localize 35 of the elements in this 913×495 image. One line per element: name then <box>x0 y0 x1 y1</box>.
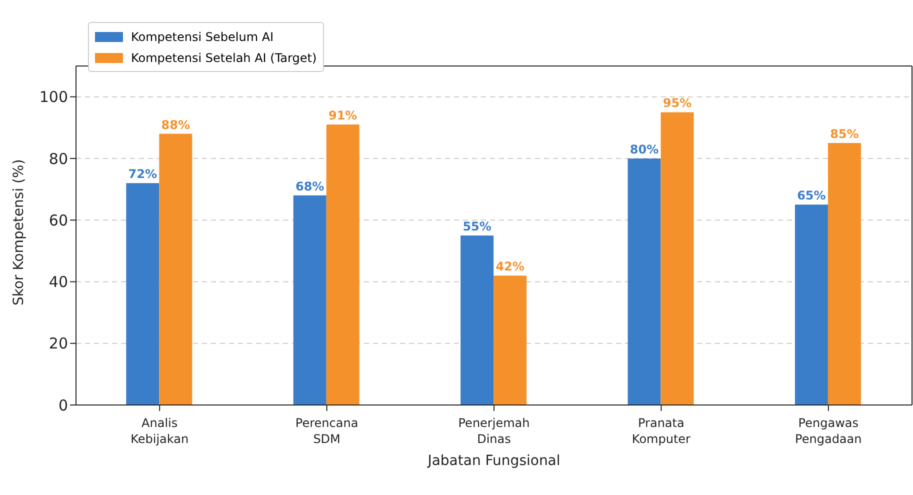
bar <box>159 134 192 405</box>
y-tick-label: 40 <box>48 273 68 292</box>
y-tick-label: 80 <box>48 150 68 168</box>
bar <box>293 195 326 405</box>
y-tick-label: 60 <box>48 211 68 230</box>
bar <box>828 143 861 405</box>
bar <box>660 112 694 405</box>
bar <box>126 183 160 405</box>
data-label: 65% <box>797 188 826 203</box>
x-tick-label: Perencana SDM <box>295 416 358 446</box>
bar <box>494 276 527 405</box>
y-axis-title: Skor Kompetensi (%) <box>10 159 27 306</box>
data-label: 80% <box>630 142 659 156</box>
data-label: 88% <box>161 118 190 132</box>
data-label: 42% <box>496 260 524 274</box>
data-label: 68% <box>295 179 324 194</box>
x-tick-label: Pengawas Pengadaan <box>795 416 862 446</box>
bar <box>628 158 661 405</box>
x-tick-label: Analis Kebijakan <box>130 416 189 446</box>
x-axis-title: Jabatan Fungsional <box>426 453 560 469</box>
y-tick-label: 0 <box>58 396 68 414</box>
data-label: 95% <box>662 96 692 110</box>
bar <box>794 204 828 405</box>
x-tick-label: Pranata Komputer <box>632 416 691 446</box>
bar <box>460 236 494 405</box>
data-label: 85% <box>830 127 859 142</box>
bar <box>326 124 360 405</box>
data-label: 55% <box>462 220 492 234</box>
data-label: 91% <box>328 108 358 123</box>
legend-label: Kompetensi Sebelum AI <box>131 30 274 44</box>
legend-label: Kompetensi Setelah AI (Target) <box>131 50 317 64</box>
y-tick-label: 20 <box>48 334 68 353</box>
x-tick-label: Penerjemah Dinas <box>458 416 530 446</box>
y-tick-label: 100 <box>39 88 68 106</box>
data-label: 72% <box>128 167 158 182</box>
